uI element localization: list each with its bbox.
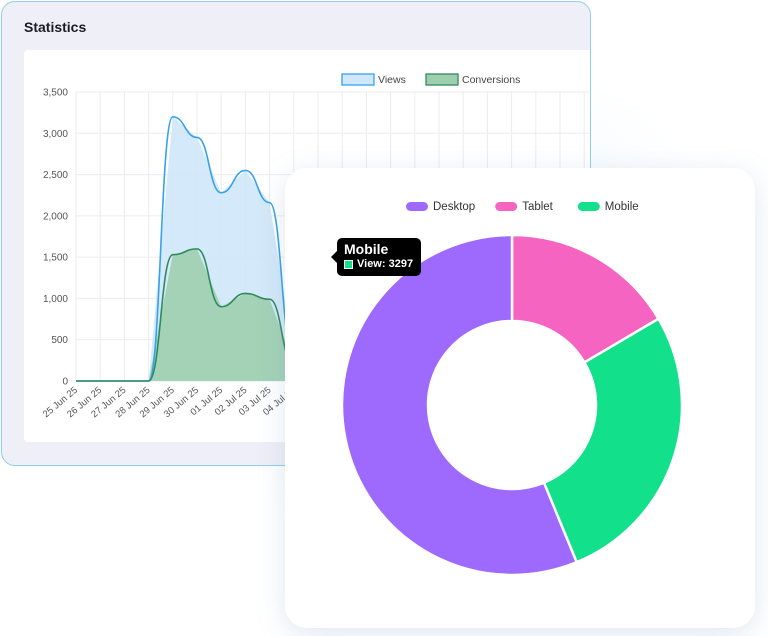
y-tick-label: 2,500 — [43, 170, 68, 181]
donut-chart: Desktop Tablet Mobile — [340, 201, 684, 577]
y-tick-label: 1,500 — [43, 253, 68, 264]
chart-tooltip: Mobile View: 3297 — [331, 238, 421, 276]
tooltip-swatch — [344, 259, 353, 269]
donut-slice-desktop — [340, 233, 579, 577]
y-tick-label: 3,500 — [43, 88, 68, 99]
device-donut-card: Desktop Tablet Mobile — [285, 168, 755, 628]
y-tick-label: 3,000 — [43, 129, 68, 140]
legend-label-conversions: Conversions — [462, 74, 520, 86]
tooltip-title: Mobile — [344, 241, 389, 257]
legend-label-tablet: Tablet — [522, 201, 553, 213]
legend-swatch-desktop — [406, 202, 428, 211]
legend-swatch-mobile — [577, 202, 600, 211]
donut-slice-mobile — [542, 317, 684, 564]
legend-label-mobile: Mobile — [605, 201, 639, 213]
y-tick-label: 0 — [62, 377, 68, 388]
series-area-conversions — [76, 248, 294, 381]
legend-swatch-views — [341, 73, 375, 86]
series-line-conversions — [76, 248, 295, 382]
donut-slice-tablet — [510, 233, 661, 365]
legend-swatch-tablet — [495, 202, 518, 211]
y-tick-label: 500 — [51, 335, 68, 346]
statistics-title: Statistics — [24, 19, 87, 35]
legend-label-desktop: Desktop — [433, 201, 475, 213]
tooltip-text: View: 3297 — [357, 258, 414, 270]
legend-label-views: Views — [378, 74, 406, 86]
y-tick-label: 2,000 — [43, 211, 68, 222]
legend-swatch-conversions — [425, 73, 459, 86]
y-tick-label: 1,000 — [43, 294, 68, 305]
